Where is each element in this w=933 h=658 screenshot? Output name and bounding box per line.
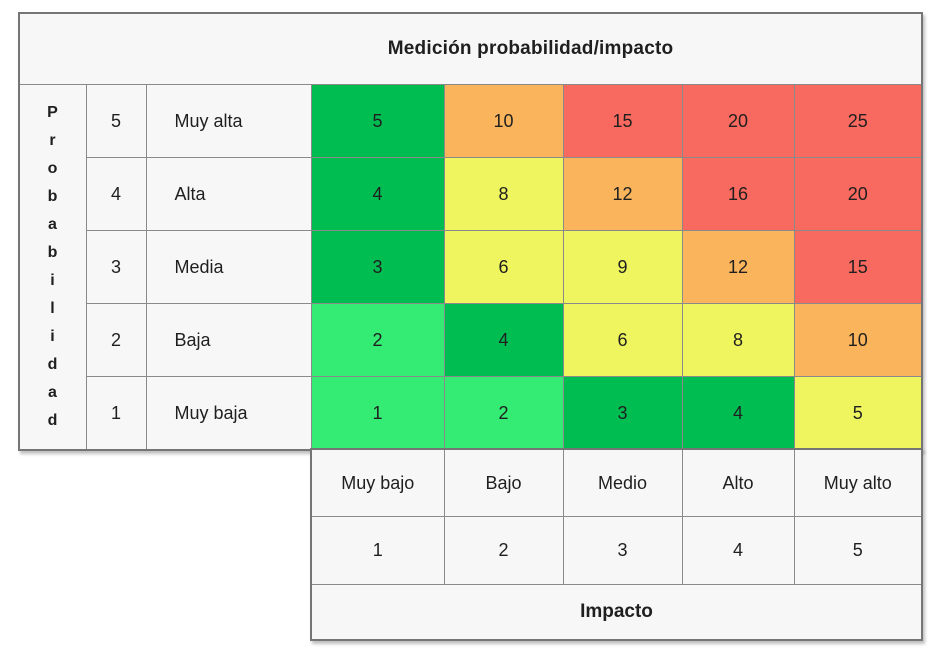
risk-cell: 12 (681, 230, 795, 304)
probability-value: 5 (85, 84, 147, 158)
risk-cell: 25 (793, 84, 923, 158)
impact-axis-title: Impacto (310, 584, 923, 641)
risk-cell: 4 (443, 303, 564, 377)
probability-level-label: Media (145, 230, 312, 304)
matrix-row-4: 4 Alta 4 8 12 16 20 (19, 157, 923, 231)
impact-level-label: Muy alto (793, 448, 923, 517)
risk-cell: 20 (793, 157, 923, 231)
matrix-row-3: 3 Media 3 6 9 12 15 (19, 230, 923, 304)
impact-value: 1 (310, 516, 445, 585)
impact-value: 4 (681, 516, 795, 585)
risk-matrix-table: Medición probabilidad/impacto P r o b a … (18, 12, 924, 451)
risk-cell: 10 (793, 303, 923, 377)
risk-cell: 16 (681, 157, 795, 231)
impact-value: 5 (793, 516, 923, 585)
matrix-row-5: P r o b a b i l i d a d 5 Muy alta 5 10 … (18, 84, 923, 451)
risk-cell: 5 (793, 376, 923, 451)
impact-level-label: Bajo (443, 448, 564, 517)
probability-value: 4 (85, 157, 147, 231)
risk-cell: 9 (562, 230, 683, 304)
risk-cell: 1 (310, 376, 445, 451)
impact-level-label: Medio (562, 448, 683, 517)
risk-cell: 15 (562, 84, 683, 158)
impact-value: 3 (562, 516, 683, 585)
probability-value: 1 (85, 376, 147, 451)
impact-level-label: Alto (681, 448, 795, 517)
impact-value: 2 (443, 516, 564, 585)
impact-level-label: Muy bajo (310, 448, 445, 517)
risk-cell: 8 (443, 157, 564, 231)
risk-cell: 6 (443, 230, 564, 304)
risk-cell: 3 (562, 376, 683, 451)
chart-title: Medición probabilidad/impacto (387, 38, 674, 59)
impact-title-row: Impacto (310, 584, 923, 641)
risk-cell: 5 (310, 84, 445, 158)
risk-cell: 6 (562, 303, 683, 377)
chart-title-cell: Medición probabilidad/impacto (18, 12, 923, 85)
probability-value: 3 (85, 230, 147, 304)
probability-level-label: Baja (145, 303, 312, 377)
matrix-row-1: 1 Muy baja 1 2 3 4 5 (19, 376, 923, 451)
title-row: Medición probabilidad/impacto (18, 12, 923, 85)
risk-cell: 4 (681, 376, 795, 451)
risk-cell: 15 (793, 230, 923, 304)
impact-values-row: 1 2 3 4 5 (310, 516, 923, 585)
probability-value: 2 (85, 303, 147, 377)
probability-level-label: Muy alta (145, 84, 312, 158)
probability-level-label: Muy baja (145, 376, 312, 451)
risk-cell: 12 (562, 157, 683, 231)
impact-axis-table: Muy bajo Bajo Medio Alto Muy alto 1 2 3 … (310, 448, 923, 641)
risk-cell: 3 (310, 230, 445, 304)
risk-cell: 4 (310, 157, 445, 231)
risk-cell: 2 (310, 303, 445, 377)
risk-cell: 10 (443, 84, 564, 158)
risk-cell: 8 (681, 303, 795, 377)
probability-level-label: Alta (145, 157, 312, 231)
risk-cell: 2 (443, 376, 564, 451)
probability-axis-title: P r o b a b i l i d a d (18, 84, 87, 451)
risk-cell: 20 (681, 84, 795, 158)
impact-labels-row: Muy bajo Bajo Medio Alto Muy alto (310, 448, 923, 517)
matrix-row-2: 2 Baja 2 4 6 8 10 (19, 303, 923, 377)
